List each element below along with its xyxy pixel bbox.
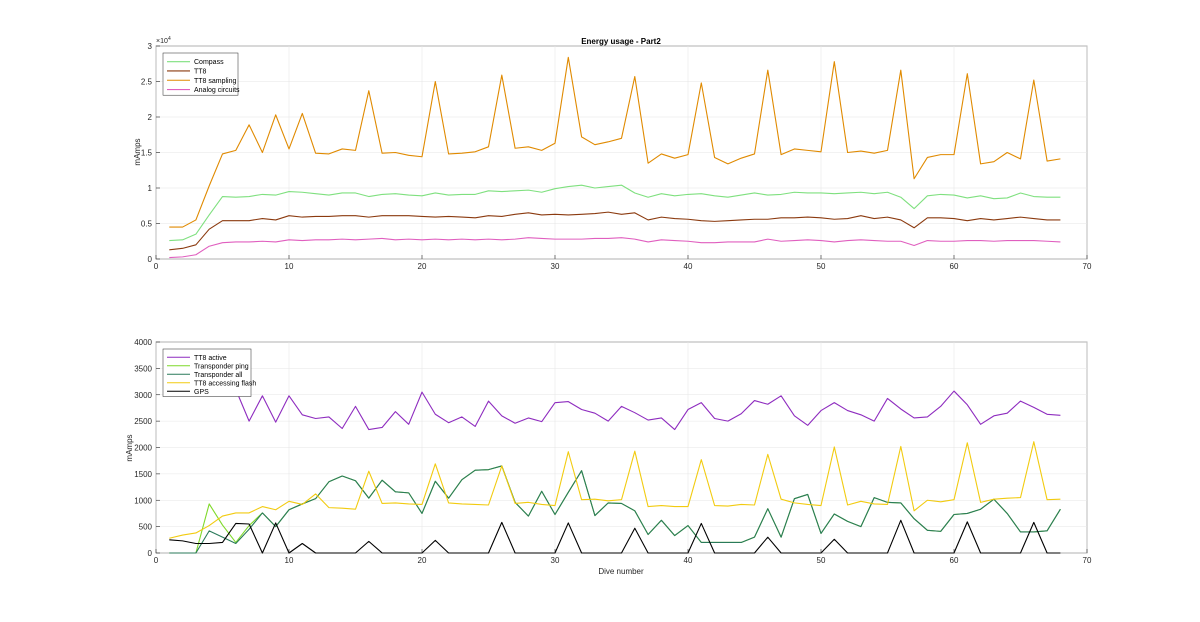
x-tick-label-bottom: 10 — [285, 556, 294, 565]
y-exponent-power: 4 — [168, 36, 171, 42]
legend-box-top — [162, 52, 239, 96]
series-line-tt8-sampling — [169, 56, 1061, 228]
x-tick-label-top: 10 — [285, 262, 294, 271]
y-tick-label-top: 0 — [148, 255, 153, 264]
y-tick-label-top: 0.5 — [141, 220, 153, 229]
y-axis-label-bottom: mAmps — [125, 434, 134, 461]
series-line-tt8 — [169, 211, 1061, 251]
y-tick-label-bottom: 1500 — [134, 470, 152, 479]
series-line-analog-circuits — [169, 237, 1061, 259]
y-tick-label-bottom: 4000 — [134, 338, 152, 347]
y-tick-label-top: 1.5 — [141, 149, 153, 158]
series-group-bottom — [169, 389, 1061, 554]
series-group-top — [169, 56, 1061, 259]
series-line-gps — [169, 519, 1061, 554]
legend-label-analog-circuits: Analog circuits — [194, 87, 240, 94]
x-tick-label-top: 30 — [551, 262, 560, 271]
x-tick-label-top: 50 — [817, 262, 826, 271]
y-tick-label-top: 1 — [148, 184, 153, 193]
x-tick-label-bottom: 30 — [551, 556, 560, 565]
y-tick-label-bottom: 3500 — [134, 364, 152, 373]
y-exponent-base: ×10 — [156, 38, 168, 45]
legend-label-transponder-all: Transponder all — [194, 372, 243, 379]
x-tick-label-top: 0 — [154, 262, 159, 271]
x-tick-label-bottom: 60 — [950, 556, 959, 565]
x-tick-label-bottom: 20 — [418, 556, 427, 565]
y-tick-label-bottom: 1000 — [134, 496, 152, 505]
series-line-compass — [169, 184, 1061, 242]
ticks-bottom: 0 10 20 30 40 50 60 70 0 500 1000 1500 2000 2500 3000 3… — [134, 338, 1092, 565]
x-tick-label-bottom: 70 — [1083, 556, 1092, 565]
legend-label-compass: Compass — [194, 59, 224, 66]
legend-label-transponder-ping: Transponder ping — [194, 363, 249, 370]
ticks-top: 0 10 20 30 40 50 60 70 0 0.5 1 1.5 2 2.5 3 — [141, 42, 1092, 271]
chart-title: Energy usage - Part2 — [581, 37, 661, 46]
x-tick-label-top: 20 — [418, 262, 427, 271]
y-tick-label-bottom: 0 — [148, 549, 153, 558]
y-tick-label-top: 2.5 — [141, 78, 153, 87]
x-tick-label-top: 70 — [1083, 262, 1092, 271]
y-tick-label-top: 3 — [148, 42, 153, 51]
series-line-tt8-accessing-flash — [169, 441, 1061, 539]
y-tick-label-bottom: 500 — [139, 523, 153, 532]
y-tick-label-top: 2 — [148, 113, 153, 122]
x-tick-label-top: 40 — [684, 262, 693, 271]
energy-chart-top: 0 10 20 30 40 50 60 70 0 0.5 1 1.5 2 2.5 3 Energy usag… — [133, 36, 1092, 271]
legend-label-tt8: TT8 — [194, 68, 207, 75]
x-tick-label-top: 60 — [950, 262, 959, 271]
y-exponent: ×10 4 — [156, 36, 171, 45]
energy-chart-bottom: 0 10 20 30 40 50 60 70 0 500 1000 1500 2000 2500 3000 3… — [125, 338, 1092, 576]
series-line-tt8-active — [235, 389, 1061, 431]
x-axis-label-bottom: Dive number — [598, 567, 644, 576]
y-axis-label-top: mAmps — [133, 138, 142, 165]
y-tick-label-bottom: 2000 — [134, 444, 152, 453]
legend-top: Compass TT8 TT8 sampling Analog circuits — [162, 52, 240, 96]
x-tick-label-bottom: 50 — [817, 556, 826, 565]
x-tick-label-bottom: 40 — [684, 556, 693, 565]
legend-label-tt8-accessing-flash: TT8 accessing flash — [194, 380, 256, 387]
legend-label-tt8-sampling: TT8 sampling — [194, 78, 237, 85]
y-tick-label-bottom: 3000 — [134, 391, 152, 400]
y-tick-label-bottom: 2500 — [134, 417, 152, 426]
legend-label-tt8-active: TT8 active — [194, 355, 227, 362]
legend-label-gps: GPS — [194, 389, 209, 396]
x-tick-label-bottom: 0 — [154, 556, 159, 565]
